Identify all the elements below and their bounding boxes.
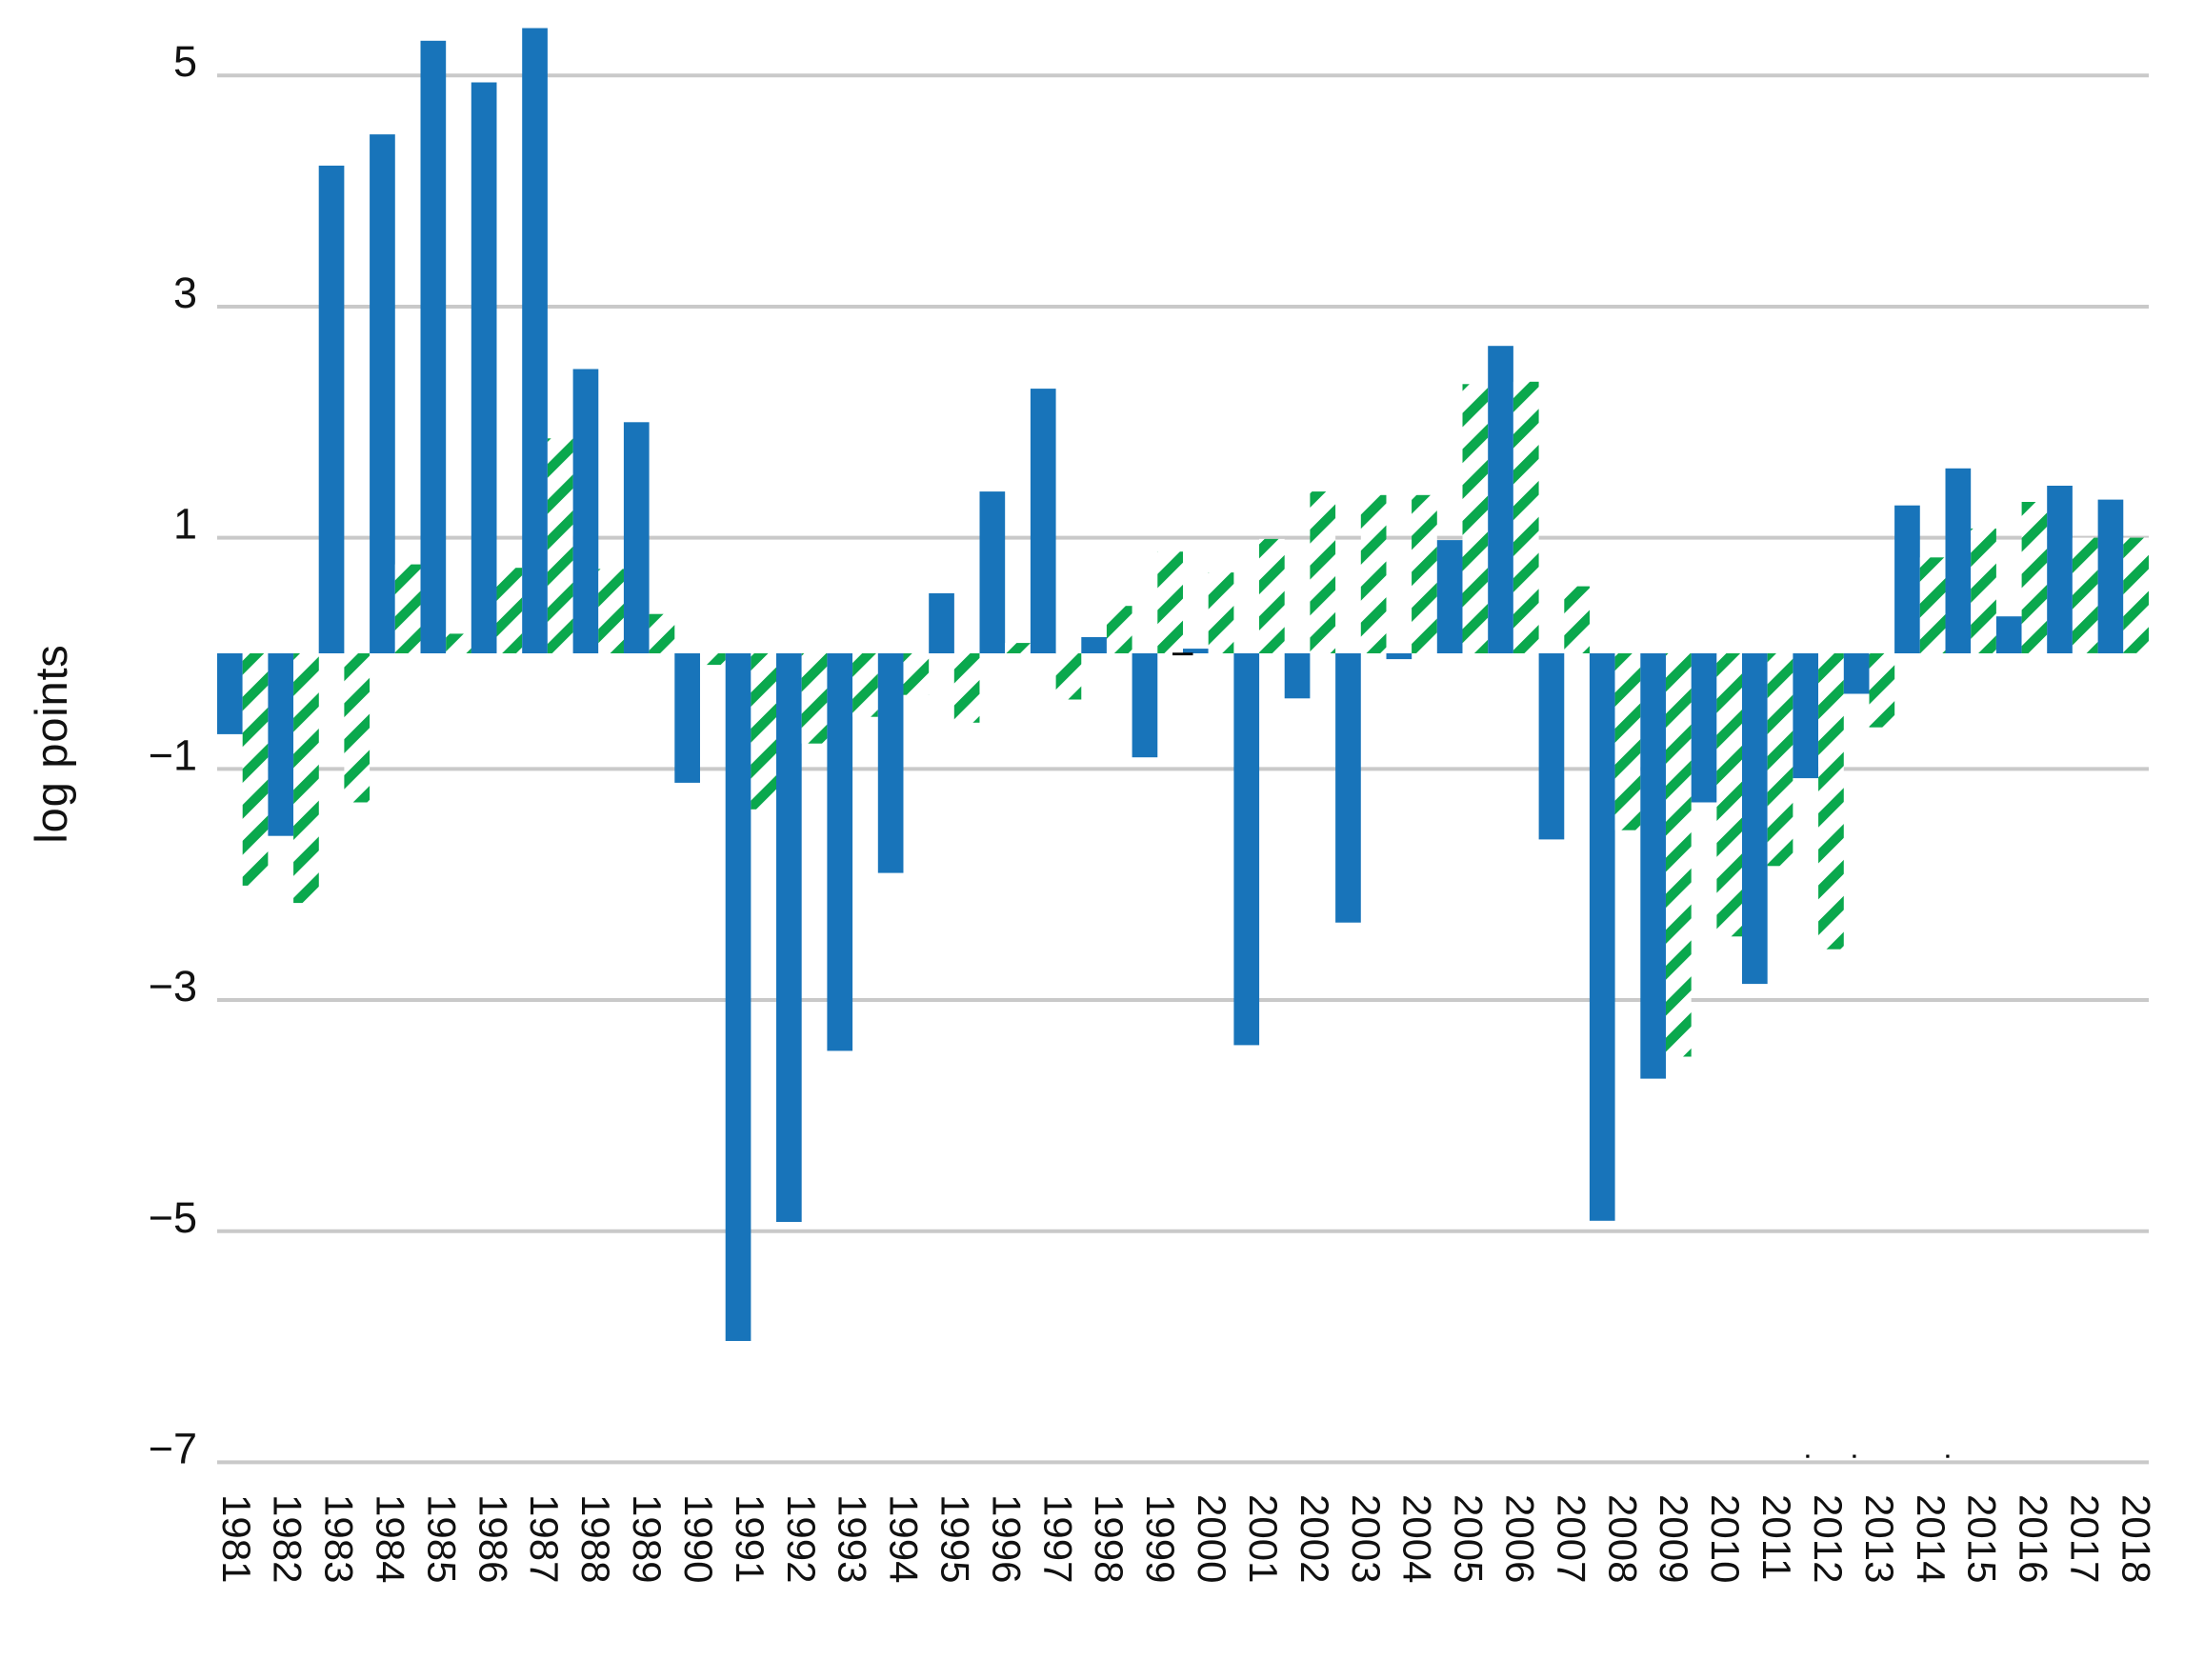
svg-text:2007: 2007 <box>1549 1494 1593 1583</box>
svg-text:1984: 1984 <box>369 1494 413 1583</box>
svg-text:1991: 1991 <box>728 1494 772 1583</box>
svg-text:1987: 1987 <box>522 1494 567 1583</box>
svg-text:1986: 1986 <box>471 1494 515 1583</box>
svg-text:1983: 1983 <box>317 1494 362 1583</box>
svg-text:2003: 2003 <box>1344 1494 1389 1583</box>
svg-text:2000: 2000 <box>1190 1494 1234 1583</box>
svg-text:1993: 1993 <box>831 1494 875 1583</box>
svg-text:1997: 1997 <box>1035 1494 1080 1583</box>
svg-text:−3: −3 <box>149 962 197 1010</box>
svg-text:1999: 1999 <box>1138 1494 1183 1583</box>
svg-text:2005: 2005 <box>1447 1494 1492 1583</box>
svg-text:1989: 1989 <box>625 1494 670 1583</box>
svg-text:2009: 2009 <box>1652 1494 1696 1583</box>
svg-text:log points: log points <box>26 644 76 843</box>
svg-text:1982: 1982 <box>266 1494 311 1583</box>
svg-text:2004: 2004 <box>1395 1494 1440 1583</box>
svg-text:1988: 1988 <box>573 1494 618 1583</box>
svg-text:1994: 1994 <box>882 1494 927 1583</box>
svg-text:1992: 1992 <box>779 1494 824 1583</box>
svg-text:1995: 1995 <box>933 1494 978 1583</box>
svg-text:5: 5 <box>173 37 197 86</box>
svg-text:2013: 2013 <box>1857 1494 1902 1583</box>
svg-text:−1: −1 <box>149 730 197 779</box>
svg-text:1981: 1981 <box>214 1494 259 1583</box>
svg-text:−7: −7 <box>149 1424 197 1472</box>
svg-text:−5: −5 <box>149 1193 197 1242</box>
svg-text:1990: 1990 <box>676 1494 721 1583</box>
svg-text:2017: 2017 <box>2063 1494 2108 1583</box>
svg-text:2012: 2012 <box>1806 1494 1851 1583</box>
svg-text:2014: 2014 <box>1909 1494 1954 1583</box>
svg-text:2015: 2015 <box>1960 1494 2005 1583</box>
svg-text:1: 1 <box>173 500 197 549</box>
svg-text:2010: 2010 <box>1703 1494 1748 1583</box>
svg-text:2008: 2008 <box>1600 1494 1645 1583</box>
svg-text:2016: 2016 <box>2012 1494 2056 1583</box>
svg-text:1985: 1985 <box>419 1494 464 1583</box>
svg-text:3: 3 <box>173 269 197 317</box>
svg-text:2018: 2018 <box>2114 1494 2158 1583</box>
svg-text:1998: 1998 <box>1087 1494 1132 1583</box>
svg-text:2001: 2001 <box>1241 1494 1286 1583</box>
svg-text:2006: 2006 <box>1498 1494 1543 1583</box>
svg-text:1996: 1996 <box>984 1494 1029 1583</box>
svg-text:2011: 2011 <box>1754 1494 1799 1580</box>
svg-text:2002: 2002 <box>1292 1494 1337 1583</box>
